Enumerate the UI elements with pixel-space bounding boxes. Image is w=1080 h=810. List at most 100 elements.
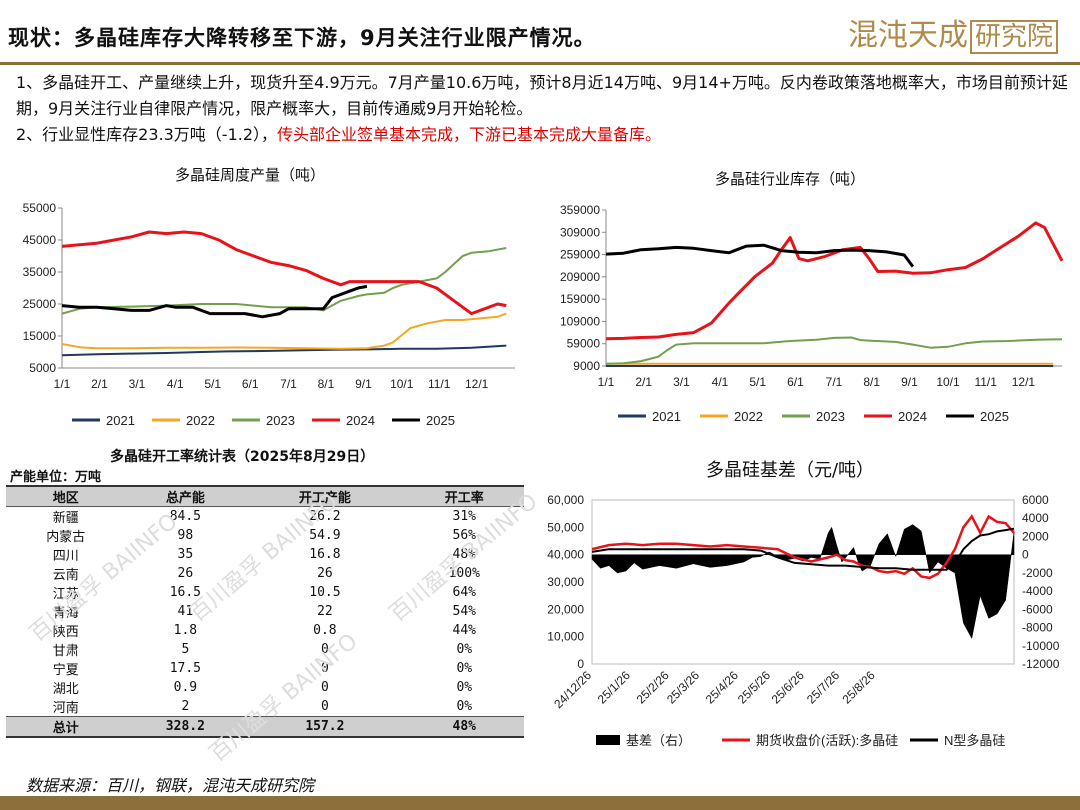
x-tick-label: 5/1 [749,375,766,389]
y-tick-label: 55000 [23,201,57,215]
table-cell: 26 [317,566,333,581]
summary-notes: 1、多晶硅开工、产量继续上升，现货升至4.9万元。7月产量10.6万吨，预计8月… [16,70,1076,148]
x-tick-label: 25/1/26 [595,668,633,706]
x-tick-label: 9/1 [901,375,918,389]
series-area-basis [591,524,1015,640]
table-cell: 0 [320,642,329,657]
logo-text: 混沌天成 [847,18,968,53]
y2-tick-label: -4000 [1022,584,1053,598]
brand-logo: 混沌天成 研究院 [848,10,1058,54]
logo-box-text: 研究院 [969,20,1058,54]
note-line-2-black: 2、行业显性库存23.3万吨（-1.2）， [16,125,278,144]
y-tick-label: 20,000 [547,602,584,616]
table-cell: 54% [452,604,476,619]
x-tick-label: 4/1 [167,377,184,391]
table-cell: 0.8 [313,623,337,638]
table-cell: 64% [452,585,476,600]
table-cell: 56% [452,528,476,543]
table-cell: 青海 [52,606,79,621]
y-tick-label: 209000 [560,270,600,284]
inventory-chart-title: 多晶硅行业库存（吨） [714,170,865,188]
production-chart-title: 多晶硅周度产量（吨） [174,166,325,184]
y-tick-label: 35000 [23,265,57,279]
series-line-2022 [61,312,507,350]
x-tick-label: 9/1 [355,377,372,391]
y2-tick-label: -6000 [1022,602,1053,616]
table-cell: 54.9 [309,528,341,543]
table-unit: 产能单位：万吨 [10,470,102,485]
table-row: 青海 41 22 54% [6,602,524,621]
page-title: 现状：多晶硅库存大降转移至下游，9月关注行业限产情况。 [8,26,596,50]
capacity-utilization-table: 地区 总产能 开工产能 开工率 新疆 84.5 26.2 31% 内蒙古 98 54.9 56… [6,485,524,738]
x-tick-label: 10/1 [390,377,414,391]
table-cell: 宁夏 [52,663,79,678]
table-cell: 湖北 [52,682,79,697]
table-header-row: 地区 总产能 开工产能 开工率 [6,485,524,507]
table-title: 多晶硅开工率统计表（2025年8月29日） [110,449,375,465]
table-row: 四川 35 16.8 48% [6,545,524,564]
legend-label: 2024 [346,413,375,428]
x-tick-label: 3/1 [129,377,146,391]
x-tick-label: 25/6/26 [769,668,807,706]
legend-label: 2025 [980,409,1009,424]
header-operating-capacity: 开工产能 [245,485,405,507]
x-tick-label: 12/1 [465,377,489,391]
table-cell: 48% [452,547,476,562]
legend-label: 2025 [426,413,455,428]
table-cell: 0 [320,699,329,714]
table-total-row: 总计 328.2 157.2 48% [6,716,524,738]
note-line-1: 1、多晶硅开工、产量继续上升，现货升至4.9万元。7月产量10.6万吨，预计8月… [16,73,1068,118]
table-cell: 22 [317,604,333,619]
table-cell: 26.2 [309,509,341,524]
table-cell: 84.5 [169,509,202,524]
header-utilization: 开工率 [404,485,524,507]
table-cell: 10.5 [309,585,341,600]
series-line-2023 [605,336,1063,365]
table-total-cell: 328.2 [125,716,246,738]
x-tick-label: 25/2/26 [634,668,672,706]
y2-tick-label: -2000 [1022,566,1053,580]
table-cell: 5 [181,642,190,657]
legend-label: 2022 [186,413,215,428]
x-tick-label: 25/4/26 [703,668,741,706]
x-tick-label: 2/1 [91,377,108,391]
y-tick-label: 59000 [567,337,601,351]
table-cell: 35 [177,547,194,562]
y-tick-label: 15000 [23,329,57,343]
x-tick-label: 25/5/26 [735,668,773,706]
y2-tick-label: -8000 [1022,621,1053,635]
y-tick-label: 50,000 [547,520,584,534]
note-line-2: 2、行业显性库存23.3万吨（-1.2），传头部企业签单基本完成，下游已基本完成… [16,122,1076,148]
y-tick-label: 0 [577,657,584,671]
table-row: 河南 2 0 0% [6,697,524,717]
x-tick-label: 25/3/26 [664,668,702,706]
series-line-2021 [61,344,507,357]
y-tick-label: 9000 [573,359,600,373]
table-cell: 四川 [52,549,79,564]
legend-label: 2021 [106,413,135,428]
table-total-cell: 总计 [6,716,126,738]
table-cell: 0% [456,699,473,714]
x-tick-label: 5/1 [204,377,221,391]
x-tick-label: 8/1 [318,377,335,391]
y2-tick-label: 0 [1022,548,1029,562]
y-tick-label: 309000 [560,225,600,239]
y-tick-label: 30,000 [547,575,584,589]
legend-label: 2021 [652,409,681,424]
x-tick-label: 24/12/26 [551,668,594,711]
x-tick-label: 12/1 [1012,375,1036,389]
table-cell: 31% [452,509,476,524]
table-row: 湖北 0.9 0 0% [6,678,524,697]
table-total-cell: 48% [404,716,524,738]
legend-swatch-basis [596,735,620,745]
table-row: 内蒙古 98 54.9 56% [6,526,524,545]
table-cell: 云南 [52,568,79,583]
series-line-2023 [61,247,507,315]
y-tick-label: 259000 [560,248,600,262]
y-tick-label: 25000 [23,297,57,311]
table-cell: 0.9 [173,680,198,695]
industry-inventory-chart: 9000 59000 109000 159000 209000 259000 309000 3… [560,203,1064,424]
table-row: 甘肃 5 0 0% [6,640,524,659]
series-line-2025 [61,284,368,319]
table-cell: 2 [181,699,190,714]
